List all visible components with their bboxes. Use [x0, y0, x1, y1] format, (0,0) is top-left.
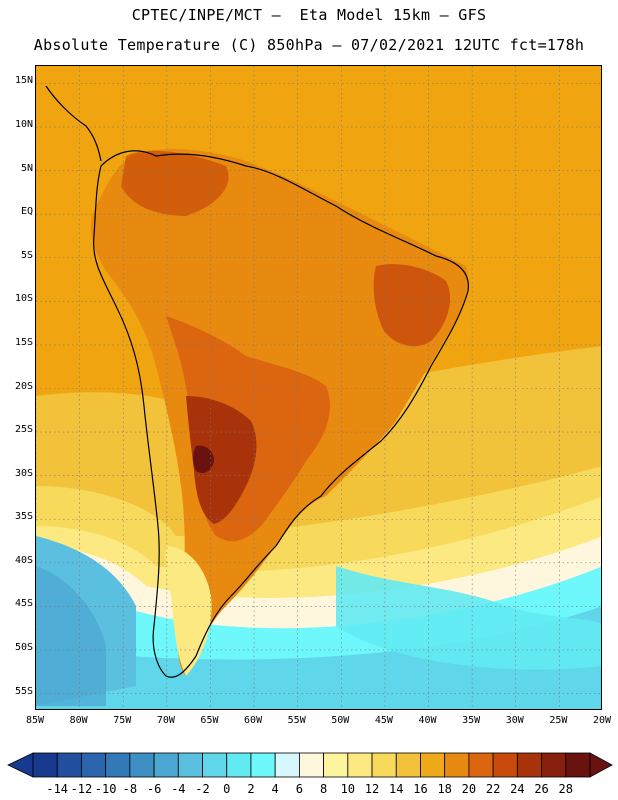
lat-label: 15S [14, 336, 33, 348]
colorbar-label: -14 [46, 782, 69, 796]
lon-label: 20W [592, 715, 612, 726]
colorbar-label: 2 [247, 782, 255, 796]
colorbar-label: 10 [340, 782, 356, 796]
colorbar-label: 18 [437, 782, 452, 796]
lat-label: 50S [14, 641, 33, 653]
colorbar-label: 0 [223, 782, 231, 796]
colorbar-segment [371, 752, 397, 778]
temperature-map-frame [35, 65, 602, 710]
field-patch-atlantic-cold [336, 566, 601, 670]
lon-label: 30W [505, 715, 524, 726]
colorbar-segment [129, 752, 155, 778]
colorbar-segment [274, 752, 300, 778]
field-patch-northeast-hot [373, 264, 451, 347]
colorbar-label: -2 [195, 782, 210, 796]
temperature-map [36, 66, 601, 709]
lat-label: 40S [14, 554, 33, 566]
lon-label: 45W [374, 715, 393, 726]
colorbar-label: 4 [271, 782, 279, 796]
colorbar-label: 12 [364, 782, 380, 796]
colorbar-arrow-high [589, 752, 613, 778]
lat-label: 20S [14, 380, 33, 392]
lat-label: 45S [14, 598, 33, 610]
colorbar-segment [420, 752, 446, 778]
lat-label: 35S [14, 511, 33, 523]
colorbar-segment [105, 752, 131, 778]
lon-label: 75W [113, 715, 132, 726]
lon-label: 60W [244, 715, 263, 726]
colorbar-arrow-low [7, 752, 34, 778]
colorbar-segment [250, 752, 276, 778]
field-hotspot [193, 445, 214, 473]
lat-label: 15N [14, 75, 33, 87]
colorbar-label: 6 [295, 782, 303, 796]
colorbar-label: 20 [461, 782, 477, 796]
colorbar-label: 24 [510, 782, 525, 796]
colorbar-label: -12 [70, 782, 93, 796]
lon-label: 40W [418, 715, 437, 726]
central-america-coastline [45, 85, 102, 162]
colorbar-label: 22 [485, 782, 501, 796]
colorbar-segment [32, 752, 58, 778]
colorbar-segment [81, 752, 107, 778]
colorbar-segment [177, 752, 203, 778]
colorbar-segment [444, 752, 470, 778]
field-patch-north-hot [121, 150, 229, 216]
lat-label: 55S [14, 685, 33, 697]
lon-label: 85W [25, 715, 45, 726]
colorbar-label: -4 [171, 782, 186, 796]
lat-label: EQ [20, 206, 33, 218]
field-patch-pacific-cold-2 [36, 566, 106, 706]
lat-label: 30S [14, 467, 33, 479]
lon-label: 65W [200, 715, 219, 726]
lon-label: 80W [69, 715, 88, 726]
lon-label: 25W [549, 715, 568, 726]
colorbar-label: 28 [558, 782, 573, 796]
map-subtitle: Absolute Temperature (C) 850hPa – 07/02/… [33, 36, 585, 54]
continent-very-hot-area [186, 396, 257, 524]
colorbar-label: -10 [94, 782, 117, 796]
colorbar-label: 26 [534, 782, 549, 796]
lat-label: 25S [14, 424, 33, 436]
colorbar-segment [395, 752, 421, 778]
colorbar-label: -6 [146, 782, 162, 796]
field-patch-patagonia-mild [165, 546, 212, 676]
lon-label: 55W [287, 715, 306, 726]
lon-label: 35W [462, 715, 481, 726]
colorbar-segment [298, 752, 325, 778]
colorbar-segment [323, 752, 349, 778]
lat-label: 10N [14, 119, 33, 130]
colorbar-segment [492, 752, 518, 778]
colorbar-segment [468, 752, 494, 778]
colorbar-segment [347, 752, 373, 778]
map-title: CPTEC/INPE/MCT – Eta Model 15km – GFS [131, 6, 487, 24]
lat-label: 5S [20, 249, 33, 261]
colorbar-segment [565, 752, 591, 778]
colorbar-label: 8 [319, 782, 328, 796]
colorbar-segment [56, 752, 82, 778]
colorbar-label: -8 [122, 782, 138, 796]
colorbar-segment [153, 752, 179, 778]
colorbar-label: 14 [389, 782, 404, 796]
lat-label: 10S [14, 293, 33, 305]
south-america-coastline [92, 150, 469, 678]
lon-label: 70W [156, 715, 175, 726]
colorbar-segment [202, 752, 228, 778]
lat-label: 5N [20, 162, 33, 174]
colorbar-segment [226, 752, 252, 778]
lat-lon-gridlines [36, 66, 601, 709]
colorbar [7, 752, 613, 778]
colorbar-label: 16 [413, 782, 428, 796]
field-band-2 [36, 596, 601, 709]
lon-label: 50W [331, 715, 350, 726]
colorbar-segment [541, 752, 567, 778]
colorbar-segment [516, 752, 542, 778]
